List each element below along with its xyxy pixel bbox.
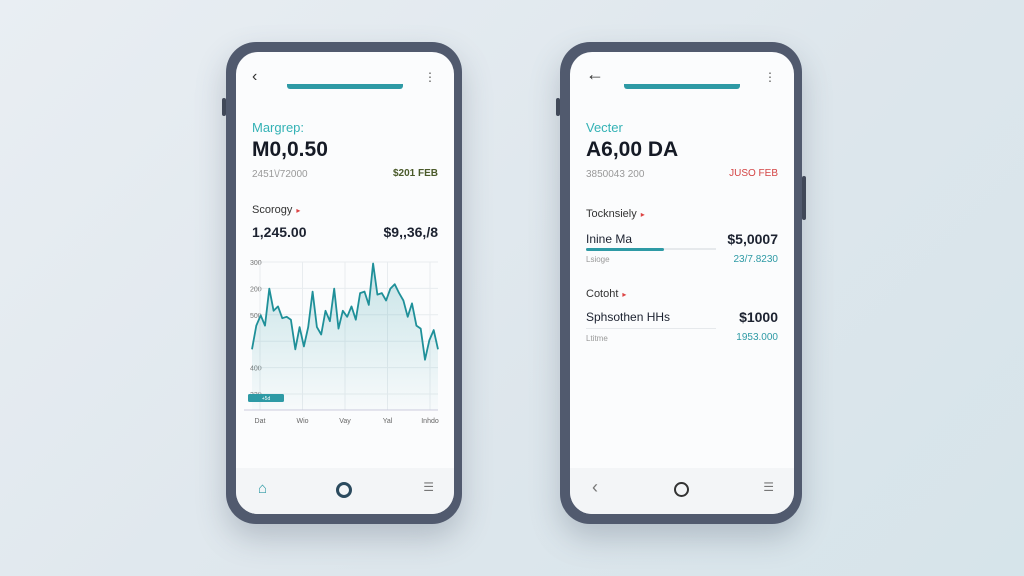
side-button — [556, 98, 560, 116]
series-line — [251, 262, 439, 361]
arrow-right-icon[interactable]: ▸ — [296, 206, 301, 215]
x-tick-label: Vay — [339, 418, 351, 425]
account-number: 3850043 200 — [586, 169, 645, 180]
account-label: Vecter — [586, 120, 623, 135]
divider — [586, 328, 716, 329]
item-value: $5,0007 — [727, 231, 778, 247]
price-chart: 300200500400330DatWioVayYalInhdo+5d — [244, 260, 439, 425]
bottom-nav: ⌂ ☰ — [236, 468, 454, 514]
balance: A6,00 DA — [586, 138, 679, 161]
side-button — [222, 98, 226, 116]
arrow-right-icon[interactable]: ▸ — [622, 290, 627, 299]
bottom-nav: ‹ ☰ — [570, 468, 794, 514]
legend-label: +5d — [262, 396, 271, 402]
account-number: 2451\/72000 — [252, 169, 308, 180]
clock-icon[interactable] — [674, 482, 689, 497]
side-button — [802, 176, 806, 220]
section-title: Cotoht ▸ — [586, 288, 626, 300]
back-icon[interactable]: ‹ — [592, 477, 598, 497]
phone-left: ‹ ⋮ Margrep: M0,0.50 2451\/72000 $201 FE… — [222, 42, 462, 524]
row-left-value: 1,245.00 — [252, 224, 307, 240]
status-bar — [624, 84, 740, 89]
list-icon[interactable]: ☰ — [763, 480, 774, 494]
item-subvalue: 1953.000 — [736, 332, 778, 343]
progress-track — [586, 248, 716, 251]
item-name: Sphsothen HHs — [586, 310, 671, 324]
phone-right: ← ⋮ Vecter A6,00 DA 3850043 200 JUSO FEB… — [556, 42, 806, 524]
date-value: JUSO FEB — [729, 168, 778, 179]
row-right-value: $9,,36,/8 — [383, 224, 439, 240]
home-icon[interactable]: ⌂ — [258, 480, 268, 497]
account-label: Margrep: — [252, 120, 305, 135]
legend-badge — [248, 394, 284, 402]
item-sub: Lsioge — [586, 255, 610, 264]
shield-icon[interactable] — [336, 482, 352, 498]
phone-screen: ‹ ⋮ Margrep: M0,0.50 2451\/72000 $201 FE… — [236, 52, 454, 514]
item-value: $1000 — [739, 309, 778, 325]
arrow-right-icon[interactable]: ▸ — [640, 210, 645, 219]
y-tick-label: 300 — [250, 260, 262, 267]
section-label: Tocknsiely — [586, 208, 637, 220]
x-tick-label: Wio — [296, 418, 308, 425]
date-value: $201 FEB — [392, 168, 438, 179]
item-sub: Ltitme — [586, 334, 608, 343]
more-icon[interactable]: ⋮ — [424, 70, 436, 84]
phone-screen: ← ⋮ Vecter A6,00 DA 3850043 200 JUSO FEB… — [570, 52, 794, 514]
item-name: Inine Ma — [586, 232, 633, 246]
y-tick-label: 500 — [250, 313, 262, 320]
back-icon[interactable]: ‹ — [252, 68, 258, 85]
section-label: Scorogy — [252, 204, 293, 216]
x-tick-label: Dat — [255, 418, 266, 425]
section-label: Cotoht — [586, 288, 619, 300]
item-subvalue: 23/7.8230 — [733, 254, 779, 265]
more-icon[interactable]: ⋮ — [764, 70, 776, 84]
progress-fill — [586, 248, 664, 251]
back-arrow-icon[interactable]: ← — [586, 64, 604, 84]
area-fill — [252, 263, 438, 410]
x-tick-label: Yal — [383, 418, 393, 425]
list-icon[interactable]: ☰ — [423, 480, 434, 494]
status-bar — [287, 84, 403, 89]
section-title: Tocknsiely ▸ — [586, 208, 645, 220]
x-tick-label: Inhdo — [421, 418, 439, 425]
y-tick-label: 200 — [250, 286, 262, 293]
section-title: Scorogy ▸ — [252, 204, 300, 216]
balance: M0,0.50 — [252, 138, 328, 161]
